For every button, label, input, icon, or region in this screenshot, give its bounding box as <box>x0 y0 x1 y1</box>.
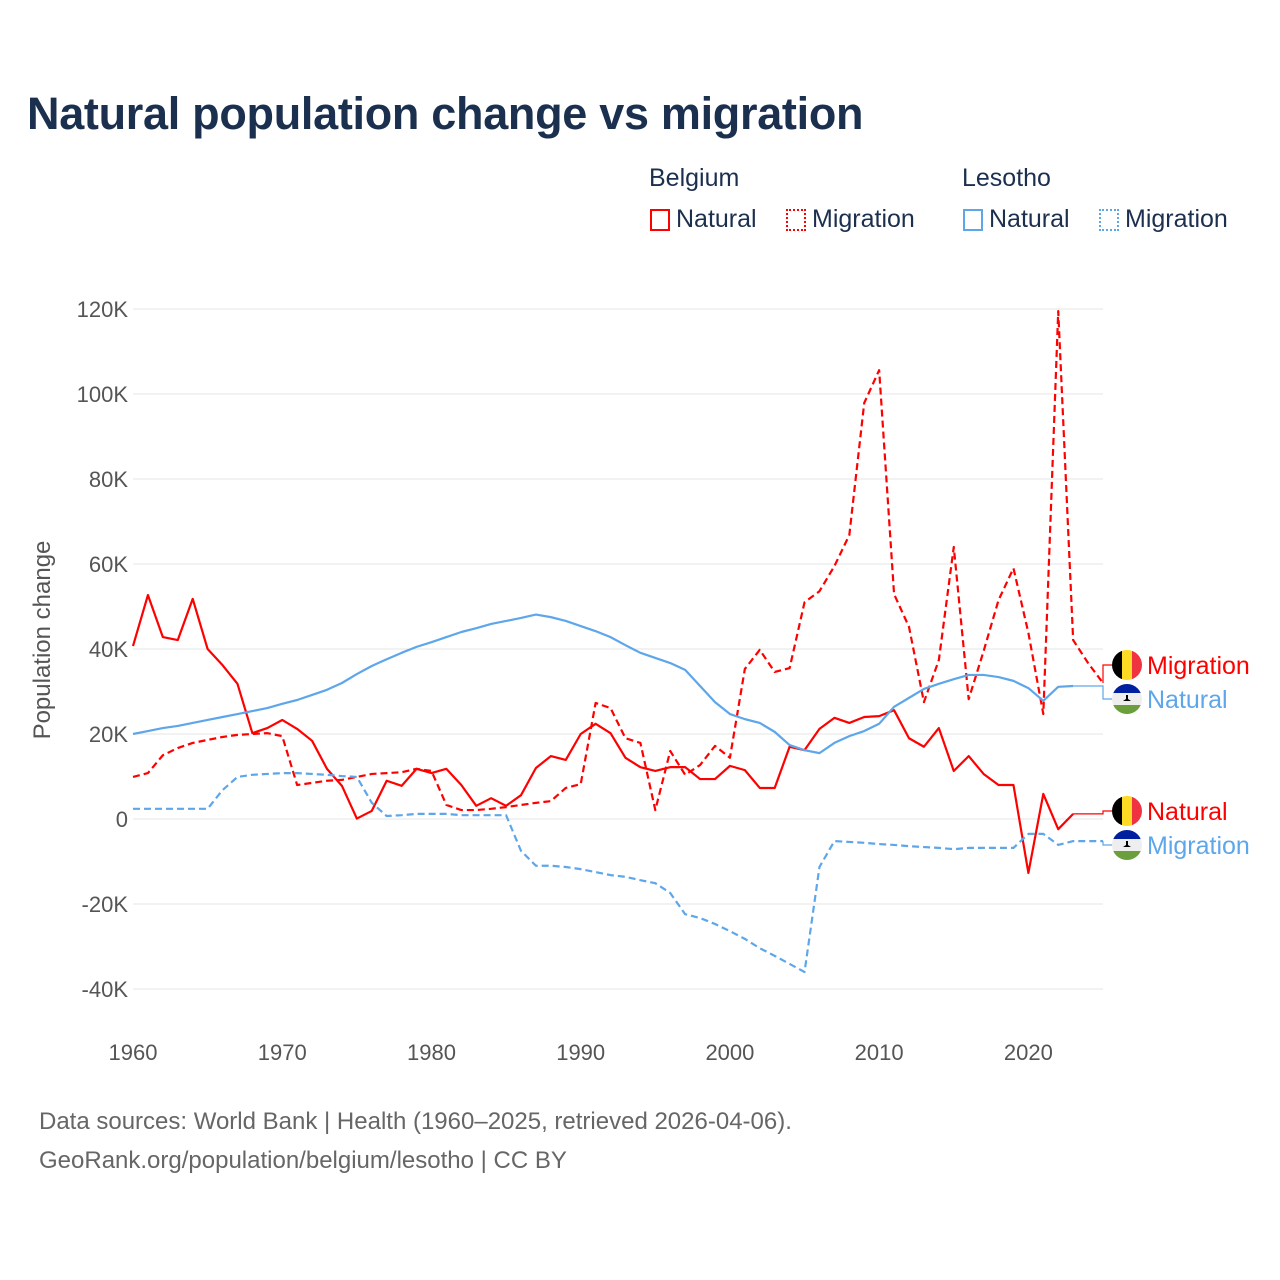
y-tick-label: 0 <box>116 807 128 832</box>
x-tick-label: 2020 <box>1004 1040 1053 1065</box>
legend-label: Natural <box>989 205 1070 233</box>
y-tick-label: -20K <box>82 892 129 917</box>
x-tick-label: 1980 <box>407 1040 456 1065</box>
series-line-belgium-natural <box>131 593 1074 875</box>
label-connector <box>1102 841 1112 846</box>
legend-lesotho-natural[interactable]: Natural <box>963 205 1070 234</box>
chart-title: Natural population change vs migration <box>27 88 864 139</box>
series-line-lesotho-natural <box>132 613 1074 755</box>
legend-belgium-migration[interactable]: Migration <box>786 205 915 234</box>
y-tick-label: 120K <box>77 297 129 322</box>
footer-attribution: GeoRank.org/population/belgium/lesotho |… <box>39 1147 567 1174</box>
series-end-label: Migration <box>1147 832 1250 860</box>
legend-lesotho-migration[interactable]: Migration <box>1099 205 1228 234</box>
legend-swatch-dashed <box>1099 208 1119 231</box>
series-end-label: Natural <box>1147 798 1228 826</box>
legend-label: Migration <box>1125 205 1228 233</box>
legend-swatch-dashed <box>786 208 806 231</box>
y-axis-label: Population change <box>29 541 56 740</box>
series-end-label: Migration <box>1147 652 1250 680</box>
y-tick-label: 60K <box>89 552 128 577</box>
legend-swatch-solid <box>963 208 983 231</box>
legend-label: Migration <box>812 205 915 233</box>
y-tick-label: 20K <box>89 722 128 747</box>
legend-label: Natural <box>676 205 757 233</box>
label-connector <box>1073 685 1112 700</box>
y-tick-label: 80K <box>89 467 128 492</box>
lesotho-flag-icon <box>1112 684 1142 714</box>
x-tick-label: 2010 <box>855 1040 904 1065</box>
series-line-lesotho-migration <box>133 771 1103 974</box>
lesotho-flag-icon <box>1112 830 1142 860</box>
legend-group-belgium: Belgium <box>649 164 740 192</box>
legend-belgium-natural[interactable]: Natural <box>650 205 757 234</box>
x-tick-label: 2000 <box>705 1040 754 1065</box>
y-tick-label: 40K <box>89 637 128 662</box>
x-tick-label: 1990 <box>556 1040 605 1065</box>
x-tick-label: 1960 <box>109 1040 158 1065</box>
legend-swatch-solid <box>650 208 670 231</box>
y-tick-label: 100K <box>77 382 129 407</box>
series-line-belgium-migration <box>132 310 1104 812</box>
belgium-flag-icon <box>1112 796 1142 826</box>
x-tick-label: 1970 <box>258 1040 307 1065</box>
legend-group-lesotho: Lesotho <box>962 164 1051 192</box>
label-connector <box>1102 664 1112 683</box>
footer-source: Data sources: World Bank | Health (1960–… <box>39 1108 792 1135</box>
y-tick-label: -40K <box>82 977 129 1002</box>
belgium-flag-icon <box>1112 650 1142 680</box>
label-connector <box>1073 810 1112 815</box>
series-end-label: Natural <box>1147 686 1228 714</box>
